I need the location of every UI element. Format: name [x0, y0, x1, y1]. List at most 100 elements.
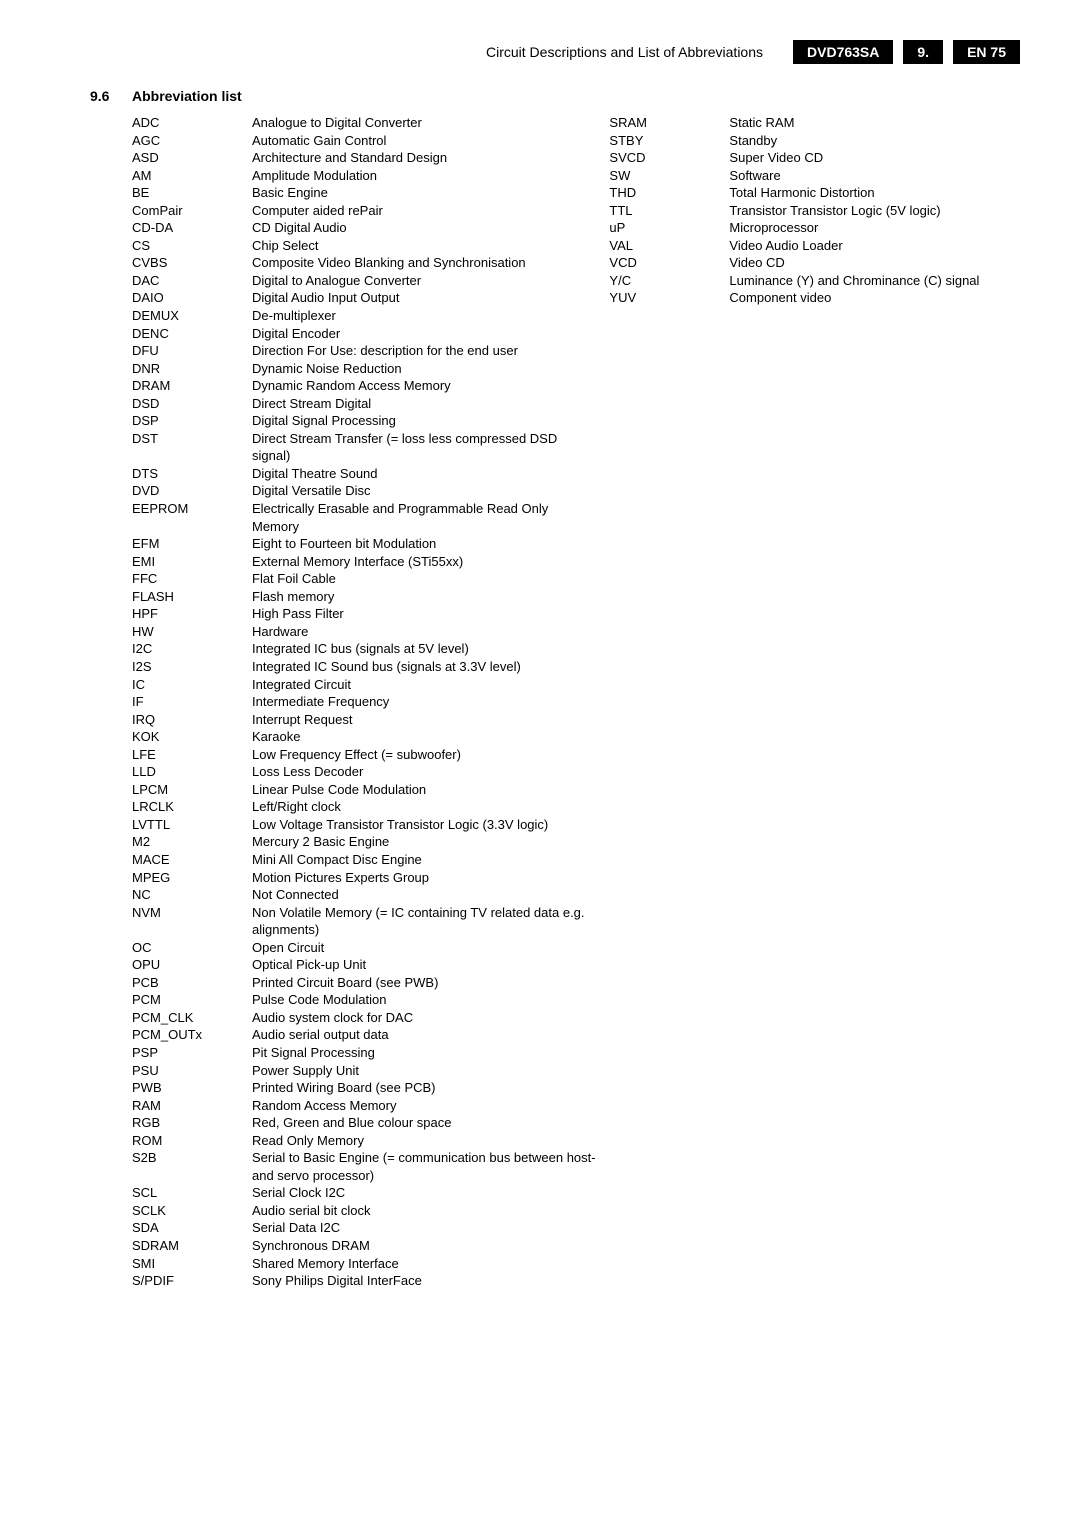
abbrev-row: PSPPit Signal Processing [132, 1044, 609, 1062]
abbrev-definition: Luminance (Y) and Chrominance (C) signal [729, 272, 1020, 290]
abbreviation-column-2: SRAMStatic RAMSTBYStandbySVCDSuper Video… [609, 114, 1020, 1290]
abbrev-term: PSU [132, 1062, 252, 1080]
abbrev-row: DENCDigital Encoder [132, 325, 609, 343]
abbrev-term: NVM [132, 904, 252, 939]
abbrev-term: CVBS [132, 254, 252, 272]
abbrev-term: LPCM [132, 781, 252, 799]
abbrev-definition: Serial Data I2C [252, 1219, 609, 1237]
abbrev-row: OPUOptical Pick-up Unit [132, 956, 609, 974]
section-title: Abbreviation list [132, 88, 242, 104]
abbrev-definition: Interrupt Request [252, 711, 609, 729]
abbrev-definition: Hardware [252, 623, 609, 641]
abbrev-row: SRAMStatic RAM [609, 114, 1020, 132]
abbrev-row: HWHardware [132, 623, 609, 641]
abbrev-row: RGBRed, Green and Blue colour space [132, 1114, 609, 1132]
abbrev-row: SCLSerial Clock I2C [132, 1184, 609, 1202]
abbrev-row: DNRDynamic Noise Reduction [132, 360, 609, 378]
header-chapter: 9. [903, 40, 943, 64]
abbrev-definition: Direct Stream Transfer (= loss less comp… [252, 430, 609, 465]
abbrev-definition: Low Voltage Transistor Transistor Logic … [252, 816, 609, 834]
abbrev-row: DFUDirection For Use: description for th… [132, 342, 609, 360]
abbrev-term: STBY [609, 132, 729, 150]
abbrev-term: ROM [132, 1132, 252, 1150]
abbrev-row: HPFHigh Pass Filter [132, 605, 609, 623]
abbrev-row: AMAmplitude Modulation [132, 167, 609, 185]
abbrev-term: VAL [609, 237, 729, 255]
abbrev-definition: Random Access Memory [252, 1097, 609, 1115]
abbrev-definition: Integrated IC Sound bus (signals at 3.3V… [252, 658, 609, 676]
abbrev-term: DENC [132, 325, 252, 343]
abbrev-row: NCNot Connected [132, 886, 609, 904]
abbrev-term: ComPair [132, 202, 252, 220]
abbrev-definition: Karaoke [252, 728, 609, 746]
abbrev-term: PSP [132, 1044, 252, 1062]
abbrev-definition: Software [729, 167, 1020, 185]
abbrev-definition: Integrated Circuit [252, 676, 609, 694]
header-title: Circuit Descriptions and List of Abbrevi… [486, 44, 763, 60]
abbrev-row: PWBPrinted Wiring Board (see PCB) [132, 1079, 609, 1097]
abbrev-term: HW [132, 623, 252, 641]
abbrev-term: PCM [132, 991, 252, 1009]
section-heading: 9.6 Abbreviation list [90, 88, 1020, 104]
abbrev-row: ICIntegrated Circuit [132, 676, 609, 694]
abbrev-term: SCL [132, 1184, 252, 1202]
abbrev-definition: Static RAM [729, 114, 1020, 132]
abbrev-row: FFCFlat Foil Cable [132, 570, 609, 588]
abbrev-definition: Integrated IC bus (signals at 5V level) [252, 640, 609, 658]
abbrev-term: LFE [132, 746, 252, 764]
abbrev-definition: Video CD [729, 254, 1020, 272]
abbrev-definition: Digital Encoder [252, 325, 609, 343]
abbrev-term: DSD [132, 395, 252, 413]
abbrev-term: BE [132, 184, 252, 202]
abbrev-row: DSTDirect Stream Transfer (= loss less c… [132, 430, 609, 465]
abbrev-term: PCB [132, 974, 252, 992]
abbrev-term: PWB [132, 1079, 252, 1097]
abbrev-row: SCLKAudio serial bit clock [132, 1202, 609, 1220]
abbrev-term: DST [132, 430, 252, 465]
abbrev-definition: Non Volatile Memory (= IC containing TV … [252, 904, 609, 939]
abbrev-row: PCM_OUTxAudio serial output data [132, 1026, 609, 1044]
abbrev-definition: Digital Audio Input Output [252, 289, 609, 307]
abbrev-term: S2B [132, 1149, 252, 1184]
abbrev-definition: Pulse Code Modulation [252, 991, 609, 1009]
abbrev-definition: Audio serial bit clock [252, 1202, 609, 1220]
abbrev-definition: Total Harmonic Distortion [729, 184, 1020, 202]
abbrev-definition: Linear Pulse Code Modulation [252, 781, 609, 799]
abbrev-term: CD-DA [132, 219, 252, 237]
abbrev-definition: External Memory Interface (STi55xx) [252, 553, 609, 571]
abbrev-row: S/PDIFSony Philips Digital InterFace [132, 1272, 609, 1290]
abbrev-row: DTSDigital Theatre Sound [132, 465, 609, 483]
abbrev-term: EMI [132, 553, 252, 571]
abbrev-definition: Digital to Analogue Converter [252, 272, 609, 290]
header-page: EN 75 [953, 40, 1020, 64]
abbrev-definition: Amplitude Modulation [252, 167, 609, 185]
abbrev-row: LRCLKLeft/Right clock [132, 798, 609, 816]
abbrev-term: DRAM [132, 377, 252, 395]
abbrev-term: ASD [132, 149, 252, 167]
abbrev-definition: Synchronous DRAM [252, 1237, 609, 1255]
abbrev-term: PCM_OUTx [132, 1026, 252, 1044]
abbrev-term: SRAM [609, 114, 729, 132]
abbrev-row: PCBPrinted Circuit Board (see PWB) [132, 974, 609, 992]
abbrev-term: EFM [132, 535, 252, 553]
abbrev-term: IC [132, 676, 252, 694]
abbrev-term: DEMUX [132, 307, 252, 325]
abbrev-term: FLASH [132, 588, 252, 606]
abbrev-row: PCM_CLKAudio system clock for DAC [132, 1009, 609, 1027]
abbrev-definition: Pit Signal Processing [252, 1044, 609, 1062]
abbrev-row: DAIODigital Audio Input Output [132, 289, 609, 307]
abbrev-term: CS [132, 237, 252, 255]
abbrev-definition: Mercury 2 Basic Engine [252, 833, 609, 851]
abbrev-definition: Computer aided rePair [252, 202, 609, 220]
abbrev-definition: Audio system clock for DAC [252, 1009, 609, 1027]
section-number: 9.6 [90, 88, 118, 104]
abbrev-definition: Transistor Transistor Logic (5V logic) [729, 202, 1020, 220]
abbrev-row: EFMEight to Fourteen bit Modulation [132, 535, 609, 553]
abbrev-row: MACEMini All Compact Disc Engine [132, 851, 609, 869]
abbrev-term: SDRAM [132, 1237, 252, 1255]
abbrev-definition: Sony Philips Digital InterFace [252, 1272, 609, 1290]
abbrev-row: OCOpen Circuit [132, 939, 609, 957]
abbrev-row: MPEGMotion Pictures Experts Group [132, 869, 609, 887]
header-model: DVD763SA [793, 40, 893, 64]
abbrev-row: LLDLoss Less Decoder [132, 763, 609, 781]
